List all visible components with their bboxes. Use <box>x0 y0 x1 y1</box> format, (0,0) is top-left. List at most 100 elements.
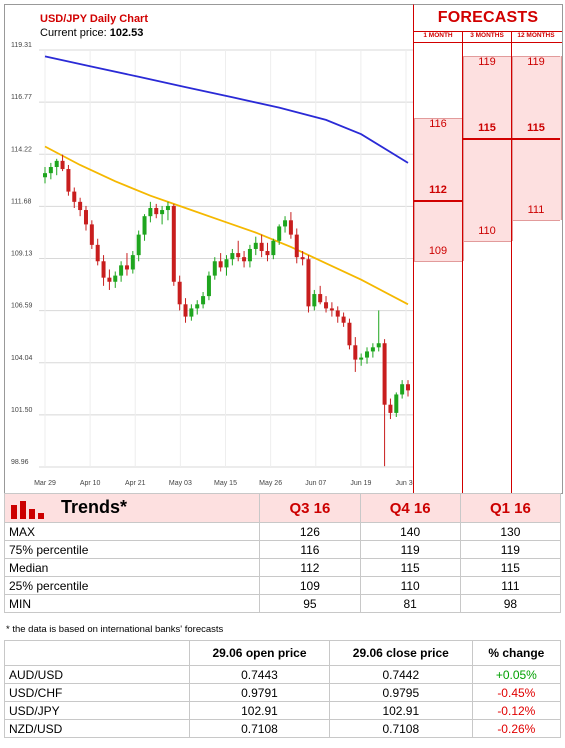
candle-body <box>206 275 211 297</box>
forecast-divider <box>414 42 562 43</box>
trends-cell: 140 <box>359 522 461 541</box>
trends-col-q4: Q4 16 <box>359 493 461 523</box>
trends-table: Trends* Q3 16 Q4 16 Q1 16 MAX 126 140 130 75… <box>3 493 562 613</box>
candle-body <box>218 261 223 268</box>
currency-pair: AUD/USD <box>4 665 190 684</box>
candle-body <box>113 275 118 282</box>
candle-body <box>388 404 393 413</box>
candlestick-chart: 119.31 116.77 114.22 111.68 109.13 106.59 104.… <box>11 42 414 487</box>
x-tick-label: Mar 29 <box>34 480 56 487</box>
forecast-p25-line <box>414 261 462 263</box>
open-price: 0.9791 <box>189 683 330 702</box>
candle-body <box>95 244 100 262</box>
forecast-p25-label: 111 <box>527 204 545 217</box>
candle-body <box>54 160 59 168</box>
prices-col-open: 29.06 open price <box>189 640 330 666</box>
current-price: Current price: 102.53 <box>40 27 143 39</box>
percent-change: -0.26% <box>471 719 562 738</box>
forecast-title: FORECASTS <box>437 9 539 26</box>
trends-cell: 116 <box>259 540 361 559</box>
prices-col-change: % change <box>471 640 562 666</box>
candle-body <box>83 210 88 225</box>
candle-body <box>124 265 129 270</box>
trends-cell: 81 <box>359 594 461 613</box>
trends-cell: 119 <box>359 540 461 559</box>
trends-row-label: 25% percentile <box>3 576 261 595</box>
prices-col-close: 29.06 close price <box>328 640 473 666</box>
currency-pair: USD/CHF <box>4 683 190 702</box>
candle-body <box>48 167 53 174</box>
candle-body <box>370 347 375 352</box>
candle-body <box>394 394 399 413</box>
candle-body <box>365 351 370 358</box>
y-tick-label: 114.22 <box>11 146 32 153</box>
bar-chart-icon <box>11 501 44 520</box>
trends-cell: 115 <box>459 558 562 577</box>
candle-body <box>183 304 188 317</box>
candle-body <box>242 257 247 262</box>
trends-row-label: Median <box>3 558 261 577</box>
candle-body <box>148 207 153 217</box>
candle-body <box>72 191 77 202</box>
candle-body <box>236 253 241 258</box>
forecast-median-label: 115 <box>527 122 545 135</box>
x-tick-label: Jun 19 <box>350 480 371 487</box>
candle-body <box>107 277 112 282</box>
candle-body <box>347 322 352 346</box>
candle-body <box>142 216 147 235</box>
candle-body <box>253 242 258 249</box>
candle-body <box>136 234 141 256</box>
trends-cell: 110 <box>359 576 461 595</box>
x-tick-label: Jun 30 <box>395 480 414 487</box>
forecast-p25-label: 110 <box>478 224 496 237</box>
forecast-p75-line <box>463 56 511 58</box>
open-price: 0.7443 <box>189 665 330 684</box>
trends-row-label: MIN <box>3 594 261 613</box>
forecast-col-12m: 12 MONTHS <box>517 32 555 39</box>
current-price-value: 102.53 <box>109 27 144 39</box>
forecast-p25-label: 109 <box>428 245 448 258</box>
prices-table: 29.06 open price 29.06 close price % cha… <box>4 640 562 738</box>
trends-cell: 115 <box>359 558 461 577</box>
candle-body <box>312 294 317 307</box>
candle-body <box>288 220 293 235</box>
candle-body <box>406 384 410 391</box>
x-tick-label: Apr 21 <box>125 480 146 487</box>
ma-long-line <box>44 55 409 164</box>
candle-body <box>201 296 206 305</box>
candle-body <box>165 205 170 211</box>
candle-body <box>224 259 229 268</box>
current-price-label: Current price: <box>40 27 107 39</box>
forecast-p25-line <box>463 240 511 242</box>
forecast-median-line <box>414 199 462 202</box>
candle-body <box>376 343 381 348</box>
forecast-col-1m: 1 MONTH <box>423 32 453 39</box>
candle-body <box>195 304 200 309</box>
chart-title: USD/JPY Daily Chart <box>40 13 149 25</box>
forecast-col-3m: 3 MONTHS <box>470 32 504 39</box>
candle-body <box>230 253 235 260</box>
forecast-panel: FORECASTS 1 MONTH 3 MONTHS 12 MONTHS 116… <box>413 4 563 494</box>
candle-body <box>171 205 176 282</box>
forecast-median-label: 112 <box>429 183 447 196</box>
candle-body <box>271 240 276 256</box>
ma-short-line <box>44 145 409 306</box>
forecast-range-band <box>414 117 464 262</box>
prices-col-pair <box>4 640 190 666</box>
y-tick-label: 98.96 <box>11 459 29 466</box>
y-tick-label: 104.04 <box>11 355 33 362</box>
x-tick-label: May 15 <box>214 480 237 487</box>
trends-row-label: 75% percentile <box>3 540 261 559</box>
candle-body <box>189 308 194 317</box>
forecast-median-line <box>463 138 511 141</box>
candle-body <box>400 384 405 395</box>
x-tick-label: Jun 07 <box>305 480 326 487</box>
close-price: 0.7442 <box>328 665 473 684</box>
trends-row: MAX 126 140 130 <box>3 522 562 541</box>
candle-body <box>160 210 165 215</box>
forecast-p75-line <box>512 56 560 58</box>
trends-footnote: * the data is based on international ban… <box>6 624 224 635</box>
open-price: 0.7108 <box>189 719 330 738</box>
forecast-p75-label: 116 <box>429 117 447 130</box>
candle-body <box>247 248 252 262</box>
